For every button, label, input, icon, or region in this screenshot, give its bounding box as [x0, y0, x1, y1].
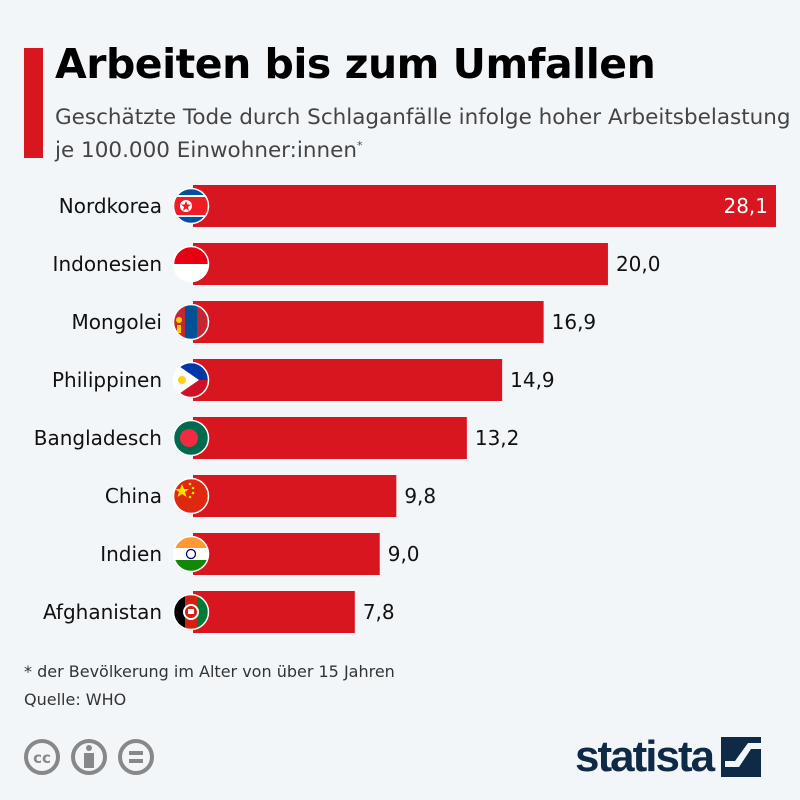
bar — [193, 185, 776, 227]
bar-row: Bangladesch 13,2 — [34, 417, 520, 459]
category-label: Philippinen — [52, 368, 162, 392]
flag-icon-indien — [172, 535, 210, 573]
value-label: 28,1 — [723, 194, 768, 218]
value-label: 13,2 — [475, 426, 520, 450]
bar-row: China 9,8 — [105, 475, 436, 517]
footnote: * der Bevölkerung im Alter von über 15 J… — [24, 662, 395, 681]
category-label: Bangladesch — [34, 426, 162, 450]
flag-icon-philippinen — [172, 361, 210, 399]
bar — [193, 475, 397, 517]
license-icons: cc — [24, 739, 154, 775]
subtitle-text: Geschätzte Tode durch Schlaganfälle info… — [55, 105, 791, 164]
bar — [193, 359, 503, 401]
flag-icon-mongolei — [172, 303, 210, 341]
category-label: Afghanistan — [43, 600, 162, 624]
flag-icon-bangladesch — [172, 419, 210, 457]
bar-row: Indonesien 20,0 — [53, 243, 661, 285]
chart-title: Arbeiten bis zum Umfallen — [55, 40, 656, 88]
bar-row: Philippinen 14,9 — [52, 359, 555, 401]
category-label: Indonesien — [53, 252, 162, 276]
logo-text: statista — [575, 732, 715, 781]
value-label: 20,0 — [616, 252, 661, 276]
category-label: Nordkorea — [59, 194, 162, 218]
statista-logo: statista — [575, 732, 762, 782]
flag-icon-afghanistan — [172, 593, 210, 631]
bar-row: Nordkorea 28,1 — [59, 185, 776, 227]
by-icon — [71, 739, 107, 775]
title-accent-bar — [24, 48, 43, 158]
bar — [193, 301, 544, 343]
value-label: 9,0 — [388, 542, 420, 566]
flag-icon-indonesien — [172, 245, 210, 283]
category-label: Mongolei — [71, 310, 162, 334]
statista-logo-icon — [721, 737, 762, 777]
chart-subtitle: Geschätzte Tode durch Schlaganfälle info… — [55, 104, 795, 165]
value-label: 14,9 — [510, 368, 555, 392]
value-label: 16,9 — [552, 310, 597, 334]
bar-row: Mongolei 16,9 — [71, 301, 596, 343]
bar — [193, 533, 380, 575]
nd-icon — [118, 739, 154, 775]
value-label: 7,8 — [363, 600, 395, 624]
category-label: Indien — [100, 542, 162, 566]
category-label: China — [105, 484, 162, 508]
bar — [193, 243, 608, 285]
cc-icon: cc — [24, 739, 60, 775]
bar — [193, 417, 467, 459]
footnote-mark: * — [356, 139, 363, 152]
svg-text:cc: cc — [33, 749, 51, 767]
flag-icon-nordkorea — [172, 187, 210, 225]
bar-row: Afghanistan 7,8 — [43, 591, 395, 633]
bar — [193, 591, 355, 633]
source: Quelle: WHO — [24, 690, 127, 709]
value-label: 9,8 — [404, 484, 436, 508]
bar-row: Indien 9,0 — [100, 533, 420, 575]
flag-icon-china — [172, 477, 210, 515]
